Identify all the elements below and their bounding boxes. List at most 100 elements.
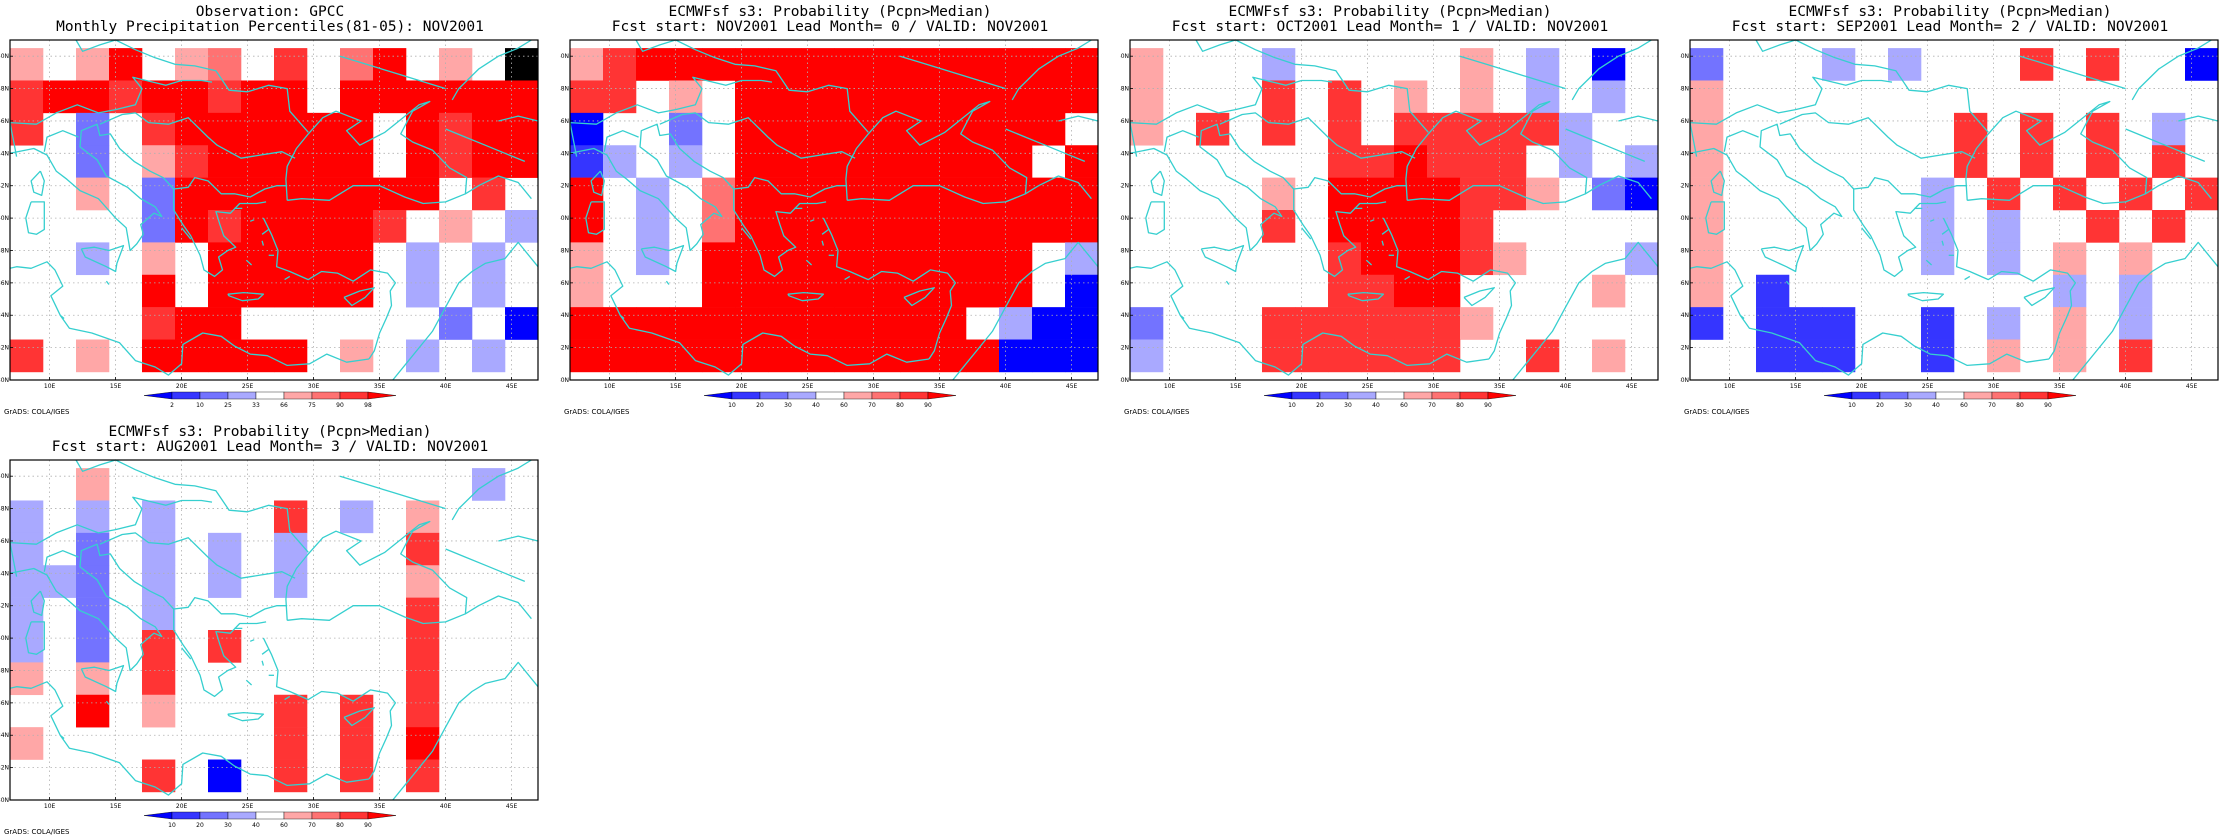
grid-cell	[2086, 112, 2120, 146]
grid-cell	[274, 274, 308, 308]
grid-cell	[636, 210, 670, 243]
grid-cell	[1690, 307, 1724, 340]
lat-tick-label: 44N	[560, 150, 569, 157]
grid-cell	[1460, 112, 1494, 146]
grid-cell	[768, 210, 802, 243]
grid-cell	[1130, 80, 1164, 114]
grid-cell	[10, 662, 44, 696]
grid-cell	[406, 242, 440, 276]
grid-cell	[1394, 307, 1428, 340]
colorbar-segment	[787, 391, 817, 400]
grid-cell	[735, 242, 769, 276]
grid-cell	[406, 500, 440, 534]
lat-tick-label: 46N	[1120, 118, 1129, 125]
colorbar-segment	[899, 391, 929, 400]
grid-cell	[867, 145, 901, 178]
grid-cell	[801, 210, 835, 243]
grid-cell	[1394, 145, 1428, 178]
grid-cell	[768, 48, 802, 81]
lon-tick-label: 15E	[670, 383, 682, 390]
grid-cell	[570, 339, 604, 373]
grid-cell	[1262, 112, 1296, 146]
coastline	[261, 648, 270, 655]
lon-tick-label: 35E	[374, 383, 386, 390]
coastline	[173, 176, 288, 198]
panel-lead0: ECMWFsf s3: Probability (Pcpn>Median) Fc…	[560, 0, 1100, 420]
lat-tick-label: 50N	[0, 53, 9, 60]
grid-cell	[2086, 145, 2120, 178]
grid-cell	[1888, 48, 1922, 81]
colorbar-label: 80	[896, 402, 904, 409]
grid-cell	[1065, 339, 1099, 373]
grid-cell	[1032, 339, 1066, 373]
grid-cell	[208, 145, 242, 178]
colorbar-segment	[871, 391, 901, 400]
coastline	[787, 291, 825, 302]
coastline	[659, 112, 856, 159]
colorbar-segment	[283, 811, 313, 820]
grid-cell	[175, 80, 209, 114]
grid-cell	[142, 307, 176, 340]
grid-cell	[472, 339, 506, 373]
grid-cell	[603, 48, 637, 81]
grid-cell	[1822, 307, 1856, 340]
lat-tick-label: 40N	[1680, 215, 1689, 222]
grid-cell	[570, 242, 604, 276]
grid-cell	[472, 242, 506, 276]
coastlines	[569, 39, 1099, 381]
grid-cell	[208, 759, 242, 793]
colorbar-label: 30	[1904, 402, 1912, 409]
colorbar: 10 20 30 40 60 70 80 90	[703, 391, 957, 409]
colorbar-segment	[843, 391, 873, 400]
grid-cell	[208, 630, 242, 663]
grid-cell	[142, 500, 176, 534]
plot-frame	[569, 39, 1099, 381]
grid-cell	[735, 274, 769, 308]
coastline	[285, 100, 468, 205]
coastline	[635, 39, 869, 133]
grid-cell	[834, 307, 868, 340]
grid-cell	[1032, 80, 1066, 114]
coastline	[9, 496, 213, 577]
coastline	[343, 707, 375, 727]
coastline	[1512, 241, 1659, 381]
grid-cell	[340, 80, 374, 114]
coastline	[952, 241, 1099, 381]
colorbar-label: 70	[1988, 402, 1996, 409]
grid-cell	[241, 145, 275, 178]
lat-tick-label: 32N	[1120, 345, 1129, 352]
grid-cell	[1690, 80, 1724, 114]
coastline	[80, 664, 125, 693]
grid-cell	[2086, 210, 2120, 243]
grid-cell	[307, 210, 341, 243]
coastline	[1011, 39, 1092, 101]
grid-cell	[1361, 339, 1395, 373]
lon-tick-label: 25E	[242, 803, 254, 810]
lat-tick-label: 32N	[1680, 345, 1689, 352]
grid-cell	[2152, 145, 2186, 178]
grid-cell	[109, 48, 143, 81]
grid-cell	[76, 112, 110, 146]
colorbar-segment	[143, 811, 173, 820]
lon-tick-label: 25E	[242, 383, 254, 390]
colorbar-label: 60	[840, 402, 848, 409]
grid-cell	[1921, 177, 1955, 211]
grid-cell	[2020, 112, 2054, 146]
colorbar-segment	[1431, 391, 1461, 400]
grid-cell	[1526, 48, 1560, 81]
grid-cell	[439, 80, 473, 114]
grid-cell	[406, 274, 440, 308]
colorbar-segment	[1963, 391, 1993, 400]
coastline	[1150, 170, 1165, 197]
grads-credit: GrADS: COLA/IGES	[1124, 408, 1190, 416]
colorbar-segment	[1263, 391, 1293, 400]
grid-cell	[933, 80, 967, 114]
grid-cell	[1427, 177, 1461, 211]
colorbar-segment	[1935, 391, 1965, 400]
plot-frame	[1689, 39, 2219, 381]
grid-cell	[406, 80, 440, 114]
grid-cell	[669, 307, 703, 340]
colorbar-label: 70	[308, 822, 316, 829]
grid-cell	[472, 468, 506, 501]
grid-cell	[1690, 274, 1724, 308]
